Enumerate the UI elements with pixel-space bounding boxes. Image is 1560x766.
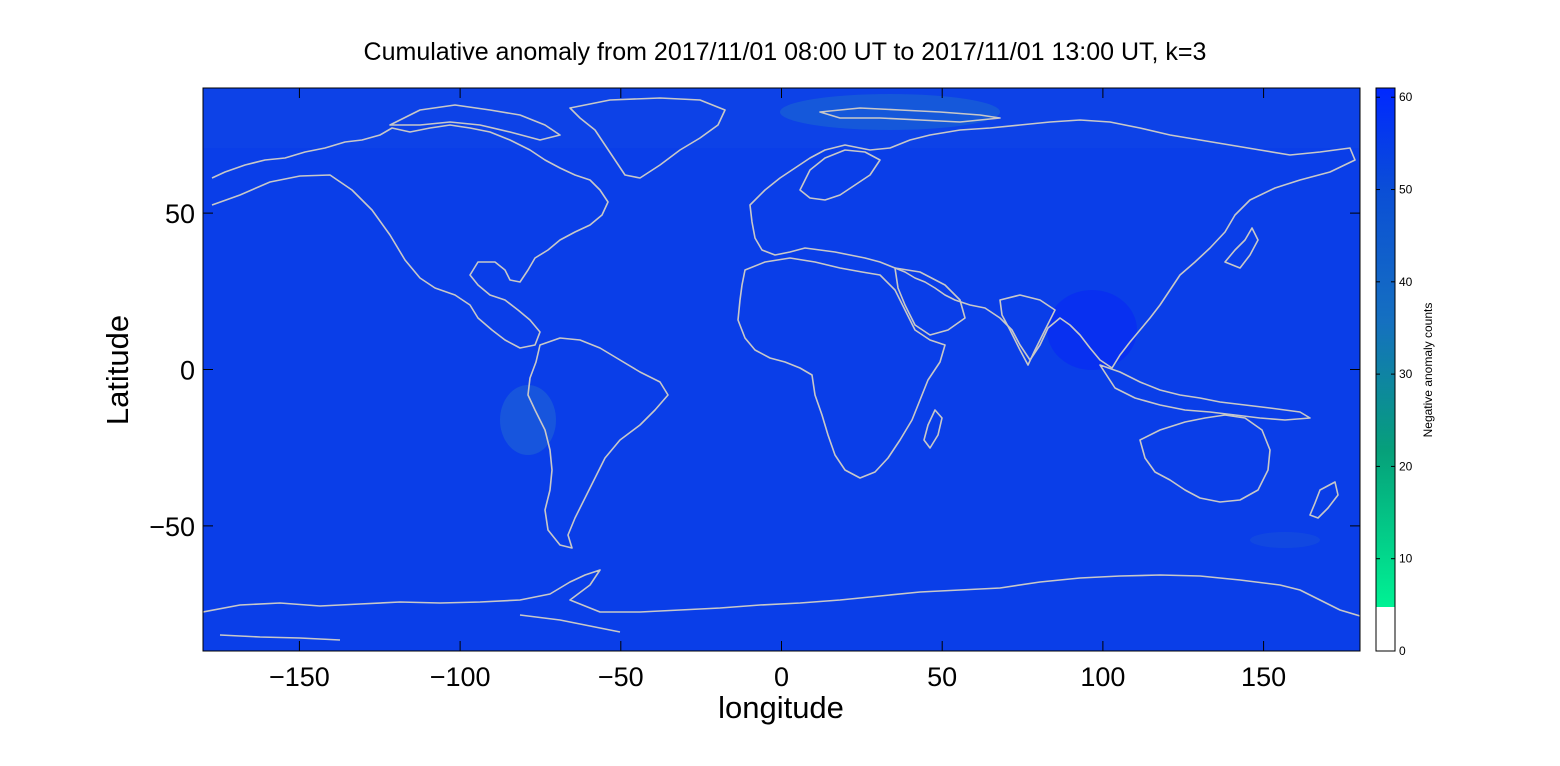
coast-canadian-archipelago <box>389 104 561 141</box>
y-axis-label: Latitude <box>100 315 135 425</box>
coast-india <box>999 294 1056 366</box>
x-tick-label: −100 <box>430 662 491 692</box>
coast-greenland <box>569 97 726 179</box>
map-axes: −150 −100 −50 0 50 100 150 50 0 −50 <box>149 88 1360 692</box>
colorbar-tick-label: 40 <box>1399 275 1413 289</box>
x-tick-label: 150 <box>1241 662 1286 692</box>
colorbar-tick-label: 60 <box>1399 90 1413 104</box>
x-tick-label: −150 <box>269 662 330 692</box>
colorbar-gradient <box>1376 88 1395 607</box>
coast-japan <box>1224 227 1259 269</box>
colorbar-tick-label: 10 <box>1399 552 1413 566</box>
x-tick-label: 100 <box>1080 662 1125 692</box>
south-asia-patch <box>1047 290 1137 370</box>
colorbar-tick-label: 20 <box>1399 459 1413 473</box>
colorbar-tick-label: 50 <box>1399 183 1413 197</box>
y-tick-label: −50 <box>149 512 195 542</box>
coast-africa <box>737 257 946 479</box>
x-axis-label: longitude <box>718 690 844 725</box>
colorbar-tick-label: 30 <box>1399 367 1413 381</box>
colorbar-white-band <box>1376 607 1395 651</box>
anomaly-field <box>203 88 1360 651</box>
colorbar-frame <box>1375 87 1396 652</box>
map-panel: −150 −100 −50 0 50 100 150 50 0 −50 <box>149 87 1361 692</box>
y-tick-label: 50 <box>165 199 195 229</box>
coast-new-zealand <box>1309 481 1339 519</box>
arctic-patch <box>780 94 1000 130</box>
coast-arctic-islands <box>819 107 1001 123</box>
coast-indonesia <box>1099 364 1311 421</box>
coast-south-america <box>527 337 669 549</box>
colorbar-tick-label: 0 <box>1399 644 1406 658</box>
coast-arabia <box>894 267 966 336</box>
colorbar-ticks: 0 10 20 30 40 50 60 <box>1376 90 1413 658</box>
colorbar-label: Negative anomaly counts <box>1421 303 1435 438</box>
colorbar: 0 10 20 30 40 50 60 Negative anomaly counts <box>1375 87 1435 658</box>
coast-scandinavia <box>799 149 881 201</box>
map-title: Cumulative anomaly from 2017/11/01 08:00… <box>364 38 1207 66</box>
coastlines <box>203 97 1360 641</box>
x-tick-label: 0 <box>774 662 789 692</box>
x-tick-label: −50 <box>598 662 644 692</box>
coast-north-america <box>211 124 609 349</box>
coast-ross-ice-shelf <box>219 614 621 641</box>
coast-australia <box>1139 414 1271 503</box>
y-tick-label: 0 <box>180 356 195 386</box>
andes-patch <box>500 385 556 455</box>
coast-madagascar <box>923 409 943 449</box>
southern-patch <box>1250 532 1320 548</box>
coast-antarctica <box>203 569 1360 617</box>
x-tick-label: 50 <box>927 662 957 692</box>
